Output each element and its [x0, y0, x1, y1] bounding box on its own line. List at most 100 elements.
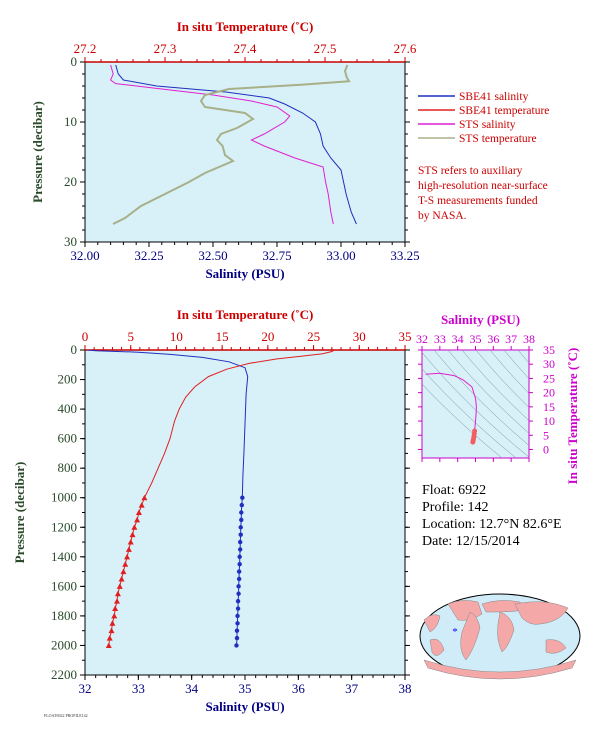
y-tick-label: 30: [543, 357, 555, 371]
data-point: [234, 635, 240, 641]
map-landmass: [460, 611, 481, 661]
y-tick-label: 400: [58, 401, 78, 416]
data-point: [238, 525, 243, 530]
legend-label: STS temperature: [459, 133, 537, 145]
info-float: Float: 6922: [422, 483, 486, 498]
x-tick-label: 36: [487, 332, 499, 346]
data-point: [135, 509, 142, 515]
y-tick-label: 10: [64, 114, 77, 129]
x-tick-label: 38: [399, 681, 412, 696]
x2-tick-label: 35: [399, 329, 412, 344]
data-point: [238, 532, 243, 537]
x-tick-label: 37: [345, 681, 359, 696]
x2-tick-label: 20: [261, 329, 274, 344]
data-point: [238, 539, 243, 545]
x2-tick-label: 10: [170, 329, 183, 344]
float-info: Float: 6922 Profile: 142 Location: 12.7°…: [422, 483, 562, 549]
info-date: Date: 12/15/2014: [422, 534, 520, 549]
y-axis-label: In situ Temperature (˚C): [565, 348, 580, 485]
map-antarctica: [423, 659, 577, 680]
data-point: [239, 502, 244, 508]
x-axis-label: Salinity (PSU): [205, 699, 284, 714]
legend-note-line: T-S measurements funded: [418, 195, 538, 207]
data-point: [236, 576, 242, 582]
x-tick-label: 35: [470, 332, 482, 346]
data-point: [235, 598, 241, 604]
density-contour: [461, 350, 529, 422]
data-point: [235, 606, 241, 611]
data-point: [109, 620, 116, 626]
legend-note-line: STS refers to auxiliary: [418, 165, 523, 177]
near-surface-chart: 32.00 32.25 32.50 32.75 33.00 33.25 27.2 27.3 27…: [30, 19, 420, 281]
map-landmass: [545, 639, 567, 654]
data-point: [138, 502, 145, 508]
data-point: [114, 590, 121, 597]
x-tick-label: 36: [292, 681, 306, 696]
legend: SBE41 salinity SBE41 temperature STS salin…: [418, 91, 549, 222]
x-tick-label: 33.25: [390, 248, 419, 263]
data-point: [141, 494, 148, 501]
y-tick-label: 20: [64, 174, 77, 189]
data-point: [127, 539, 134, 545]
y-tick-label: 15: [543, 400, 555, 414]
x-tick-label: 33: [132, 681, 145, 696]
full-depth-chart: 32 33 34 35 36 37 38 0 5 10 15 20 25 30 35 0 200 400 600 80…: [12, 307, 412, 714]
y-tick-label: 1800: [51, 608, 77, 623]
x-tick-label: 32.50: [198, 248, 227, 263]
data-point: [125, 546, 132, 552]
data-point: [105, 642, 112, 648]
data-point: [240, 495, 245, 500]
legend-label: STS salinity: [459, 119, 516, 131]
density-contour: [517, 350, 529, 364]
map-landmass: [429, 638, 445, 656]
data-point: [134, 516, 141, 523]
data-point: [470, 439, 476, 445]
y-axis-label: Pressure (decibar): [30, 101, 45, 203]
data-point: [122, 561, 129, 567]
x-tick-label: 32: [79, 681, 92, 696]
x-tick-label: 32: [416, 332, 428, 346]
data-point: [235, 621, 240, 626]
x-tick-label: 37: [505, 332, 517, 346]
y-tick-label: 5: [543, 428, 549, 442]
y-tick-label: 1600: [51, 578, 77, 593]
map-landmass: [423, 614, 441, 633]
x-tick-label: 32.75: [262, 248, 291, 263]
legend-label: SBE41 salinity: [459, 91, 529, 103]
legend-label: SBE41 temperature: [459, 105, 549, 117]
data-point: [116, 583, 123, 589]
data-point: [237, 554, 242, 560]
data-point: [234, 643, 239, 648]
plot-area: [84, 349, 406, 676]
data-point: [236, 584, 241, 589]
x2-axis-label: In situ Temperature (˚C): [177, 19, 314, 34]
data-point: [235, 613, 240, 619]
y-tick-label: 2000: [51, 637, 77, 652]
x-tick-label: 34: [185, 681, 199, 696]
density-contour: [447, 350, 529, 434]
data-point: [108, 627, 115, 634]
data-point: [239, 510, 244, 515]
data-point: [239, 517, 244, 523]
density-contour: [489, 350, 529, 394]
density-contour: [475, 350, 529, 408]
x2-axis-label: In situ Temperature (˚C): [177, 307, 314, 322]
x2-tick-label: 27.6: [394, 41, 417, 56]
y-tick-label: 0: [71, 342, 78, 357]
x2-tick-label: 0: [82, 329, 89, 344]
data-point: [118, 575, 125, 582]
map-landmass: [497, 611, 515, 653]
y-tick-label: 20: [543, 386, 555, 400]
y-tick-label: 25: [543, 371, 555, 385]
data-point: [236, 591, 241, 596]
density-contour: [422, 383, 503, 458]
x2-tick-label: 27.4: [234, 41, 257, 56]
x-tick-label: 35: [239, 681, 252, 696]
x2-tick-label: 27.5: [314, 41, 337, 56]
density-contour: [422, 352, 529, 458]
x-tick-label: 32.25: [134, 248, 163, 263]
series-line-sbe41-salinity: [115, 64, 357, 225]
x2-tick-label: 25: [307, 329, 320, 344]
float-position-marker: *: [452, 626, 458, 638]
